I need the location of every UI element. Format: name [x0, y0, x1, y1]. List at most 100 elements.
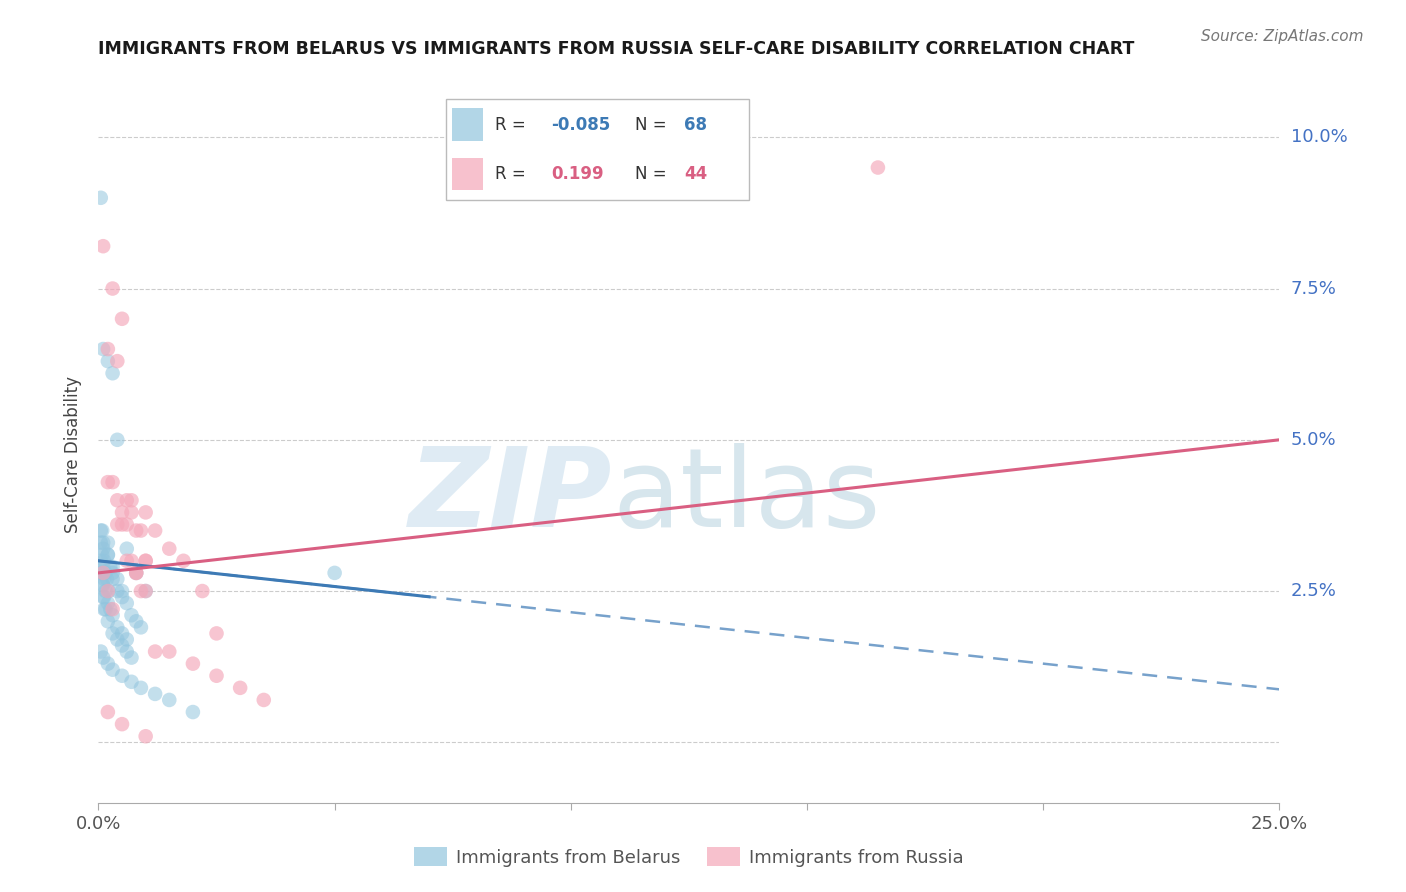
Text: 68: 68: [685, 116, 707, 134]
Point: [97, 615, 120, 629]
Point: [111, 590, 134, 604]
Text: 5.0%: 5.0%: [1291, 431, 1336, 449]
Point: [125, 566, 148, 580]
Point: [90, 566, 112, 580]
Point: [143, 644, 166, 658]
Point: [101, 608, 124, 623]
Point: [111, 717, 134, 731]
Point: [101, 663, 124, 677]
Point: [91, 535, 114, 549]
Point: [121, 554, 143, 568]
Point: [97, 535, 120, 549]
Point: [97, 548, 120, 562]
Point: [93, 602, 115, 616]
Point: [91, 548, 114, 562]
Point: [101, 626, 124, 640]
Point: [93, 590, 115, 604]
Point: [97, 354, 120, 368]
Point: [97, 342, 120, 356]
Text: R =: R =: [495, 116, 526, 134]
Point: [205, 626, 228, 640]
Point: [143, 687, 166, 701]
Point: [125, 566, 148, 580]
Text: IMMIGRANTS FROM BELARUS VS IMMIGRANTS FROM RUSSIA SELF-CARE DISABILITY CORRELATI: IMMIGRANTS FROM BELARUS VS IMMIGRANTS FR…: [98, 40, 1135, 58]
Text: R =: R =: [495, 165, 526, 183]
Point: [205, 669, 228, 683]
Point: [91, 566, 114, 580]
Point: [111, 639, 134, 653]
Point: [129, 681, 152, 695]
Point: [105, 584, 128, 599]
Point: [181, 657, 204, 671]
Point: [105, 572, 128, 586]
Point: [157, 644, 180, 658]
Point: [135, 584, 157, 599]
Legend: Immigrants from Belarus, Immigrants from Russia: Immigrants from Belarus, Immigrants from…: [408, 840, 970, 874]
Text: N =: N =: [634, 116, 666, 134]
Point: [97, 705, 120, 719]
Point: [135, 505, 157, 519]
Point: [91, 590, 114, 604]
Point: [91, 578, 114, 592]
Point: [129, 620, 152, 634]
Point: [96, 572, 118, 586]
Point: [91, 559, 114, 574]
Point: [101, 572, 124, 586]
Point: [94, 602, 117, 616]
Point: [125, 566, 148, 580]
Point: [129, 524, 152, 538]
Point: [121, 650, 143, 665]
Text: atlas: atlas: [612, 443, 880, 550]
Point: [105, 354, 128, 368]
Point: [115, 517, 138, 532]
Point: [91, 239, 114, 253]
Point: [135, 554, 157, 568]
Point: [129, 584, 152, 599]
Point: [91, 650, 114, 665]
Point: [125, 524, 148, 538]
Point: [115, 632, 138, 647]
Point: [97, 584, 120, 599]
Point: [91, 566, 114, 580]
Y-axis label: Self-Care Disability: Self-Care Disability: [65, 376, 83, 533]
Point: [98, 559, 121, 574]
Point: [97, 596, 120, 610]
Point: [98, 602, 121, 616]
Point: [181, 705, 204, 719]
Point: [101, 566, 124, 580]
Point: [101, 475, 124, 490]
Point: [93, 554, 115, 568]
Point: [115, 541, 138, 556]
Point: [111, 584, 134, 599]
Point: [121, 493, 143, 508]
Point: [105, 632, 128, 647]
Point: [97, 657, 120, 671]
Text: 0.199: 0.199: [551, 165, 603, 183]
Point: [157, 693, 180, 707]
Point: [111, 505, 134, 519]
Text: ZIP: ZIP: [409, 443, 612, 550]
Point: [91, 541, 114, 556]
Point: [135, 729, 157, 743]
Point: [105, 620, 128, 634]
Point: [105, 517, 128, 532]
FancyBboxPatch shape: [453, 109, 484, 141]
Point: [93, 572, 115, 586]
Point: [101, 559, 124, 574]
Point: [101, 602, 124, 616]
Point: [97, 548, 120, 562]
Text: -0.085: -0.085: [551, 116, 610, 134]
Point: [90, 191, 112, 205]
Point: [253, 693, 276, 707]
Text: 44: 44: [685, 165, 707, 183]
Point: [229, 681, 252, 695]
Point: [90, 524, 112, 538]
Point: [157, 541, 180, 556]
Point: [94, 584, 117, 599]
Text: N =: N =: [634, 165, 666, 183]
Point: [135, 584, 157, 599]
Point: [115, 554, 138, 568]
Point: [91, 578, 114, 592]
Point: [91, 524, 114, 538]
Text: Source: ZipAtlas.com: Source: ZipAtlas.com: [1201, 29, 1364, 44]
